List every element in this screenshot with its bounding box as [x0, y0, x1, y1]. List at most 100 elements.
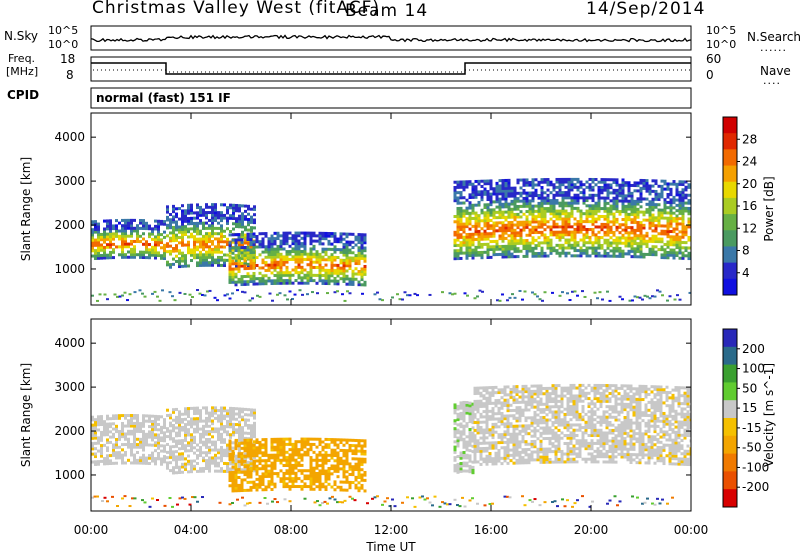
- echo-cell: [97, 415, 100, 419]
- echo-cell: [500, 441, 504, 445]
- echo-cell: [247, 262, 250, 266]
- echo-cell: [555, 233, 559, 237]
- echo-cell: [678, 203, 682, 207]
- echo-cell: [633, 189, 637, 193]
- echo-cell: [540, 191, 544, 195]
- echo-cell: [594, 241, 598, 245]
- echo-cell: [615, 183, 619, 187]
- echo-cell: [594, 212, 598, 216]
- echo-cell: [243, 478, 247, 482]
- echo-cell: [516, 241, 520, 245]
- echo-cell: [510, 215, 514, 219]
- echo-cell: [345, 261, 349, 265]
- echo-cell: [318, 239, 322, 243]
- echo-cell: [228, 275, 232, 279]
- echo-cell: [169, 244, 172, 248]
- echo-cell: [297, 456, 301, 460]
- echo-cell: [678, 193, 682, 197]
- echo-cell: [127, 255, 130, 259]
- echo-cell: [223, 203, 226, 207]
- echo-cell: [217, 416, 220, 420]
- echo-cell: [255, 438, 259, 442]
- echo-cell: [489, 232, 493, 236]
- echo-cell: [684, 230, 688, 234]
- echo-cell: [453, 233, 457, 237]
- echo-cell: [100, 449, 103, 453]
- echo-cell: [214, 261, 217, 265]
- echo-cell: [309, 234, 313, 238]
- echo-cell: [485, 388, 489, 392]
- echo-cell: [139, 427, 142, 431]
- ground-scatter-cell: [223, 294, 227, 297]
- echo-cell: [240, 457, 244, 461]
- echo-cell: [342, 438, 346, 442]
- echo-cell: [309, 487, 313, 491]
- echo-cell: [240, 283, 244, 287]
- ground-scatter-cell: [178, 291, 182, 294]
- echo-cell: [474, 248, 478, 252]
- echo-cell: [291, 477, 295, 481]
- echo-cell: [157, 433, 160, 437]
- echo-cell: [330, 253, 334, 257]
- echo-cell: [273, 464, 277, 468]
- ground-scatter-cell: [513, 296, 517, 299]
- echo-cell: [672, 235, 676, 239]
- echo-cell: [468, 454, 472, 458]
- echo-cell: [94, 452, 97, 456]
- echo-cell: [453, 244, 457, 248]
- echo-cell: [327, 274, 331, 278]
- echo-cell: [196, 237, 199, 241]
- echo-cell: [294, 250, 298, 254]
- echo-cell: [513, 247, 517, 251]
- echo-cell: [136, 421, 139, 425]
- echo-cell: [513, 212, 517, 216]
- echo-cell: [309, 239, 313, 243]
- echo-cell: [136, 232, 139, 236]
- echo-cell: [660, 229, 664, 233]
- echo-cell: [585, 233, 589, 237]
- echo-cell: [154, 245, 157, 249]
- echo-cell: [258, 277, 262, 281]
- echo-cell: [136, 414, 139, 418]
- echo-cell: [112, 250, 115, 254]
- echo-cell: [285, 242, 289, 246]
- echo-cell: [252, 462, 256, 466]
- echo-cell: [249, 438, 253, 442]
- echo-cell: [591, 185, 595, 189]
- echo-cell: [148, 253, 151, 257]
- echo-cell: [118, 432, 121, 436]
- echo-cell: [465, 211, 469, 215]
- echo-cell: [546, 243, 550, 247]
- echo-cell: [217, 258, 220, 262]
- echo-cell: [130, 421, 133, 425]
- echo-cell: [178, 457, 181, 461]
- echo-cell: [498, 208, 502, 212]
- echo-cell: [636, 244, 640, 248]
- echo-cell: [555, 209, 559, 213]
- echo-cell: [190, 425, 193, 429]
- echo-cell: [100, 423, 103, 427]
- echo-cell: [294, 236, 298, 240]
- echo-cell: [255, 483, 259, 487]
- echo-cell: [237, 269, 241, 273]
- echo-cell: [231, 476, 235, 480]
- echo-cell: [681, 204, 685, 208]
- echo-cell: [528, 209, 532, 213]
- echo-cell: [513, 207, 517, 211]
- echo-cell: [91, 423, 94, 427]
- ground-scatter-cell: [641, 298, 644, 301]
- echo-cell: [537, 251, 541, 255]
- echo-cell: [255, 245, 259, 249]
- echo-cell: [339, 485, 343, 489]
- echo-cell: [336, 475, 340, 479]
- echo-cell: [169, 231, 172, 235]
- echo-cell: [261, 242, 265, 246]
- echo-cell: [654, 237, 658, 241]
- echo-cell: [666, 206, 670, 210]
- echo-cell: [264, 472, 268, 476]
- echo-cell: [630, 212, 634, 216]
- echo-cell: [345, 457, 349, 461]
- echo-cell: [339, 240, 343, 244]
- ground-scatter-cell: [203, 294, 207, 297]
- echo-cell: [339, 441, 343, 445]
